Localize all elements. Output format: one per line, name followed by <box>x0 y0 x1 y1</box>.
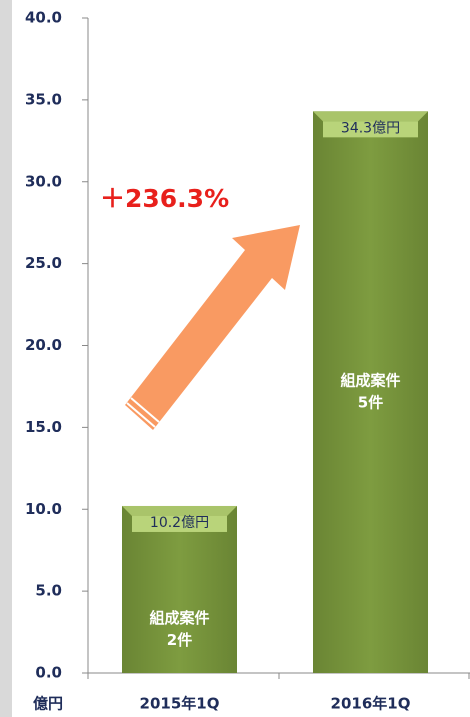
y-tick-label: 25.0 <box>25 254 62 272</box>
arrow-stripe <box>130 397 160 423</box>
bar-note: 5件 <box>358 394 383 412</box>
y-tick-label: 35.0 <box>25 90 62 108</box>
y-tick-label: 15.0 <box>25 418 62 436</box>
bar <box>122 505 237 673</box>
growth-annotation: ＋236.3% <box>100 184 229 213</box>
bar-note: 組成案件 <box>340 372 400 390</box>
growth-arrow <box>125 225 300 430</box>
side-strip <box>0 0 12 717</box>
x-tick-label: 2016年1Q <box>331 695 411 713</box>
y-tick-label: 40.0 <box>25 9 62 27</box>
bar-cap <box>323 121 418 138</box>
bar-bevel <box>122 505 237 516</box>
y-tick-label: 30.0 <box>25 172 62 190</box>
value-label: 34.3億円 <box>341 120 400 136</box>
y-tick-label: 20.0 <box>25 336 62 354</box>
y-unit-label: 億円 <box>33 695 63 713</box>
y-tick-label: 10.0 <box>25 500 62 518</box>
bar-cap <box>132 515 227 532</box>
bar-bevel <box>313 111 428 122</box>
bar-note: 組成案件 <box>149 609 209 627</box>
arrow-stripe <box>126 402 156 428</box>
y-tick-label: 0.0 <box>35 664 62 682</box>
bar <box>313 111 428 673</box>
value-label: 10.2億円 <box>150 515 209 531</box>
x-tick-label: 2015年1Q <box>140 695 220 713</box>
y-tick-label: 5.0 <box>35 582 62 600</box>
bar-note: 2件 <box>167 631 192 649</box>
